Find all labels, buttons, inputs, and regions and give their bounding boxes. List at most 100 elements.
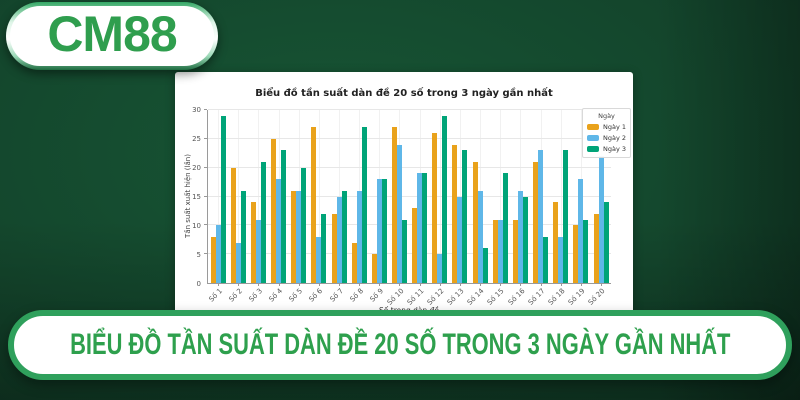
bar xyxy=(538,150,544,283)
bar-group: Số 17 xyxy=(527,110,551,307)
bar xyxy=(553,202,559,283)
x-tick-label: Số 17 xyxy=(526,287,547,307)
bar xyxy=(517,190,523,283)
x-tick-label: Số 14 xyxy=(466,287,486,307)
legend-label: Ngày 2 xyxy=(603,134,627,142)
bar xyxy=(220,115,226,283)
legend-title: Ngày xyxy=(598,112,615,120)
x-tick-label: Số 15 xyxy=(486,287,506,307)
y-tick-label: 5 xyxy=(196,251,201,260)
y-tick-label: 15 xyxy=(192,193,201,201)
x-tick-label: Số 7 xyxy=(328,287,345,304)
x-tick-label: Số 12 xyxy=(425,287,446,307)
bar-group: Số 7 xyxy=(328,110,349,304)
x-tick-label: Số 3 xyxy=(247,287,265,304)
bar xyxy=(432,133,438,283)
bar xyxy=(235,242,241,283)
bar-group: Số 1 xyxy=(207,110,228,304)
x-tick-label: Số 9 xyxy=(368,287,385,304)
bar xyxy=(437,254,443,283)
cm88-logo-text: CM88 xyxy=(47,6,177,62)
cm88-logo: CM88 xyxy=(6,2,218,70)
bar xyxy=(291,190,297,283)
bar xyxy=(230,167,236,283)
x-tick-label: Số 1 xyxy=(207,287,224,304)
gridline xyxy=(204,137,611,139)
bar xyxy=(477,190,483,283)
bar-group: Số 15 xyxy=(486,110,510,307)
legend-entry: Ngày 2 xyxy=(587,134,626,142)
bar-groups: Số 1 Số 2 Số 3 Số 4 Số 5 Số 6 Số 7 Số 8 Số 9 Số 1… xyxy=(207,110,611,307)
bar xyxy=(215,225,221,283)
bar xyxy=(396,144,402,283)
bar xyxy=(452,144,458,283)
bar xyxy=(311,127,317,283)
bar xyxy=(296,190,302,283)
x-tick-label: Số 5 xyxy=(287,287,305,304)
legend-entries: Ngày 1 Ngày 2 Ngày 3 xyxy=(587,123,626,153)
bar xyxy=(603,202,609,283)
x-tick-label: Số 16 xyxy=(506,287,527,307)
bar xyxy=(260,161,266,283)
bar xyxy=(512,219,518,283)
bar xyxy=(422,173,428,283)
bottom-banner: BIỂU ĐỒ TẦN SUẤT DÀN ĐỀ 20 SỐ TRONG 3 NG… xyxy=(8,310,792,380)
cm88-logo-pill: CM88 xyxy=(10,6,214,66)
x-tick-label: Số 11 xyxy=(405,287,426,307)
bar xyxy=(593,213,599,283)
bar xyxy=(331,213,337,283)
bar xyxy=(583,219,589,283)
x-tick-label: Số 8 xyxy=(348,287,365,304)
legend-swatch xyxy=(587,124,599,130)
bar-group: Số 20 xyxy=(587,110,611,307)
bar xyxy=(341,190,347,283)
bar xyxy=(401,219,407,283)
chart-title: Biểu đồ tần suất dàn đề 20 số trong 3 ng… xyxy=(255,88,553,99)
gridline xyxy=(204,253,611,255)
bar xyxy=(316,236,322,283)
legend-label: Ngày 3 xyxy=(603,145,627,153)
x-tick-label: Số 20 xyxy=(587,287,607,307)
bar-group: Số 18 xyxy=(547,110,571,307)
plot-area: Số 1 Số 2 Số 3 Số 4 Số 5 Số 6 Số 7 Số 8 Số 9 Số 1… xyxy=(204,109,611,307)
bar xyxy=(543,236,549,283)
bar xyxy=(462,150,468,283)
chart-card: Biểu đồ tần suất dàn đề 20 số trong 3 ng… xyxy=(175,72,633,324)
bar xyxy=(598,156,604,283)
bar xyxy=(492,219,498,283)
legend-swatch xyxy=(587,135,599,141)
bar xyxy=(502,173,508,283)
bar xyxy=(361,127,367,283)
bar-group: Số 12 xyxy=(426,110,450,307)
bar xyxy=(210,236,216,283)
bar xyxy=(497,219,503,283)
bar xyxy=(336,196,342,283)
x-tick-label: Số 4 xyxy=(267,287,285,304)
bar xyxy=(472,161,478,283)
bar xyxy=(573,225,579,283)
bar xyxy=(558,236,564,283)
y-tick-label: 25 xyxy=(192,135,201,143)
y-tick-label: 0 xyxy=(196,280,201,288)
gridline xyxy=(204,224,611,226)
gridline xyxy=(204,109,611,110)
bar xyxy=(321,213,327,283)
legend-entry: Ngày 3 xyxy=(587,145,626,153)
bar xyxy=(482,248,488,283)
bar-group: Số 4 xyxy=(268,110,288,304)
bar xyxy=(250,202,256,283)
bar-group: Số 19 xyxy=(567,110,591,307)
x-tick-label: Số 10 xyxy=(385,287,406,307)
gridline xyxy=(204,195,611,197)
bar xyxy=(457,196,463,283)
bar-group: Số 13 xyxy=(446,110,470,307)
bar xyxy=(578,179,584,283)
bar-group: Số 3 xyxy=(247,110,268,304)
bar-group: Số 6 xyxy=(308,110,329,304)
legend-label: Ngày 1 xyxy=(603,123,627,131)
legend-swatch xyxy=(587,146,599,152)
bar-group: Số 5 xyxy=(288,110,309,304)
bar xyxy=(356,190,362,283)
bar xyxy=(271,138,277,283)
